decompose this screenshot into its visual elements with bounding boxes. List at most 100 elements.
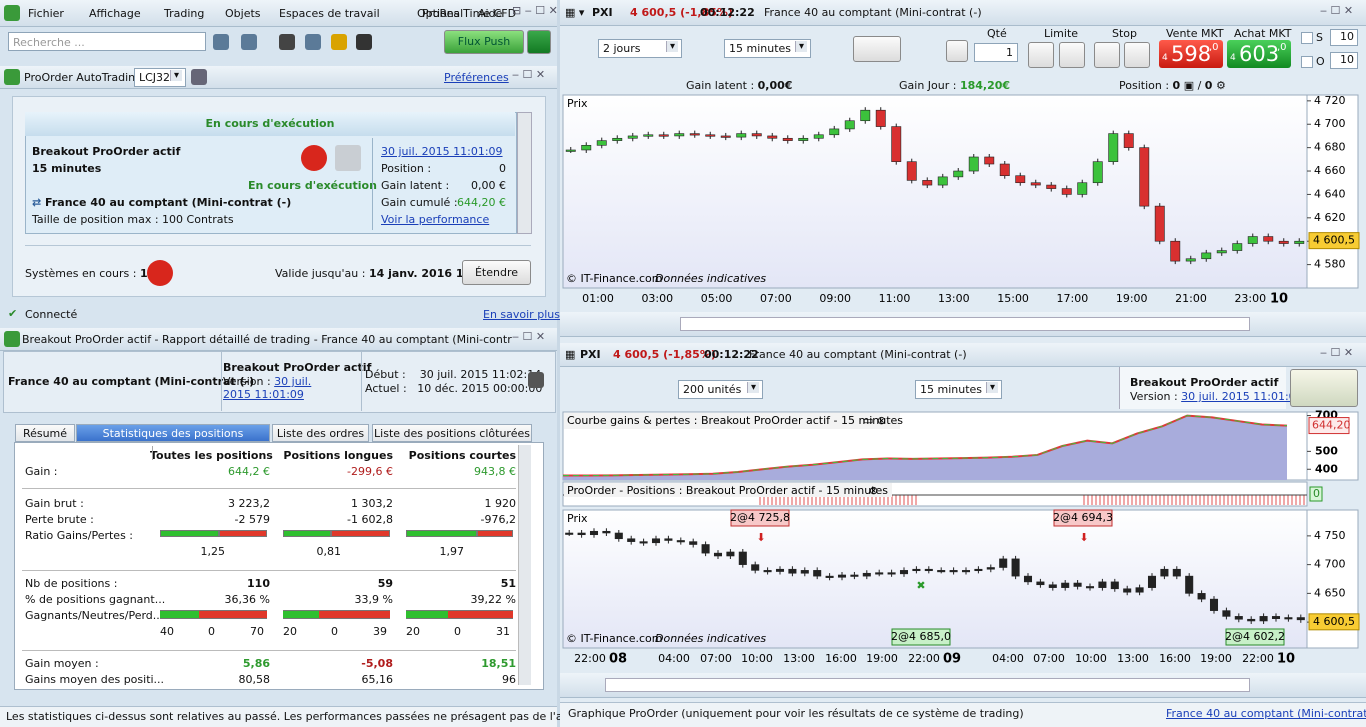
tool-icon[interactable] [331,34,347,50]
menu-item[interactable]: Aide [478,7,503,20]
search-box[interactable]: Recherche ... [8,32,206,51]
column-header: Positions longues [283,449,393,462]
panel-title: ProOrder AutoTrading [24,71,143,84]
settings-icon[interactable] [191,69,207,85]
valid-until: Valide jusqu'au : 14 janv. 2016 17:00 [275,267,491,280]
tab[interactable]: Statistiques des positions clôturées [76,424,270,458]
footer-link[interactable]: France 40 au comptant (Mini-contrat (-) [1166,707,1366,720]
cell: 40 [160,625,174,638]
window-controls: ‒ ☐ ✕ [1320,4,1354,17]
cell: 51 [500,577,516,590]
ratio-bar-gain [160,530,220,537]
tab[interactable]: Liste des positions clôturées [372,424,532,442]
separator [22,650,516,651]
value: 0,00€ [757,79,793,92]
flux-icon[interactable] [527,30,551,54]
buy-label: Achat MKT [1234,27,1292,40]
price-main: 598 [1171,42,1212,66]
divider [361,351,362,411]
footer-bar [560,702,1366,727]
tab[interactable]: Liste des ordres [272,424,369,442]
table-scrollbar[interactable] [518,445,531,685]
tool-icon[interactable] [356,34,372,50]
tool-icon[interactable] [213,34,229,50]
limit-sell[interactable] [1059,42,1085,68]
header-rule [152,446,153,460]
scroll-track[interactable] [680,317,1250,331]
stop-all-button[interactable] [147,260,173,286]
time: 00:12:22 [704,348,759,361]
chart-bottom-titlebar [560,343,1366,367]
checkbox[interactable] [1301,32,1313,44]
checkbox[interactable] [1301,56,1313,68]
wrench-button[interactable] [946,40,968,62]
performance-link[interactable]: Voir la performance [381,213,490,226]
preferences-link[interactable]: Préférences [444,71,509,84]
limit-buy[interactable] [1028,42,1054,68]
cell: 0 [208,625,215,638]
extend-button[interactable]: Étendre [462,260,531,285]
ratio-bar-loss [219,530,267,537]
menu-item[interactable]: Fichier [28,7,64,20]
menu-item[interactable]: Espaces de travail [279,7,380,20]
split-bar [160,610,199,619]
current: Actuel : 10 déc. 2015 00:00:00 [365,382,542,395]
divider [221,351,222,411]
tool-icon[interactable] [305,34,321,50]
cell: 80,58 [238,673,271,686]
cell: -1 602,8 [347,513,393,526]
scrollbar[interactable] [517,112,532,234]
cell: 20 [406,625,420,638]
detail-label: Gain latent : [381,179,450,192]
split-bar [198,610,267,619]
version-link[interactable]: 30 juil. 2015 11:01:09 [1181,390,1303,403]
scroll-track[interactable] [605,678,1250,692]
stop-sell[interactable] [1124,42,1150,68]
cell: 0 [331,625,338,638]
timeframe-select[interactable]: 15 minutes [724,39,811,58]
system-name: Breakout ProOrder actif [32,145,181,158]
tool-icon[interactable] [241,34,257,50]
version-link[interactable]: 30 juil. 2015 11:01:09 [223,375,312,401]
indicator-button[interactable] [853,36,901,62]
app-icon [4,5,20,21]
stop-button[interactable] [301,145,327,171]
tool-icon[interactable] [279,34,295,50]
cell: 70 [250,625,264,638]
value: 0 [1172,79,1181,92]
menu-item[interactable]: Options [417,7,460,20]
report-button[interactable] [1290,369,1358,407]
delete-button[interactable] [335,145,361,171]
report-system: Breakout ProOrder actif [223,361,372,374]
instrument: ⇄ France 40 au comptant (Mini-contrat (-… [32,196,292,209]
o-input[interactable]: 10 [1330,52,1358,69]
menu-item[interactable]: Objets [225,7,261,20]
s-input[interactable]: 10 [1330,29,1358,46]
tab[interactable]: Résumé [15,424,75,442]
total: 0 [1204,79,1213,92]
price-main: 603 [1239,42,1280,66]
instrument-text: France 40 au comptant (Mini-contrat (-) [45,196,292,209]
date-link[interactable]: 30 juil. 2015 11:01:09 [381,145,503,158]
separator [22,570,516,571]
cell: 31 [496,625,510,638]
sell-button[interactable]: 4 598,0 [1159,40,1223,68]
timeframe-select[interactable]: 15 minutes [915,380,1002,399]
cell: 65,16 [361,673,394,686]
label: Version : [223,375,271,388]
menu-item[interactable]: Trading [164,7,205,20]
buy-button[interactable]: 4 603,0 [1227,40,1291,68]
flux-push[interactable]: Flux Push [444,30,524,54]
qty-input[interactable]: 1 [974,43,1018,62]
value: 184,20€ [959,79,1011,92]
connected: Connecté [25,308,78,321]
print-icon[interactable] [528,372,544,388]
period-select[interactable]: 2 jours [598,39,682,58]
units-select[interactable]: 200 unités [678,380,763,399]
menu-item[interactable]: Affichage [89,7,141,20]
account-select[interactable]: LCJ32 [134,68,186,87]
ticker: PXI [592,6,613,19]
stop-buy[interactable] [1094,42,1120,68]
panel-icon [4,69,20,85]
learn-more-link[interactable]: En savoir plus [483,308,560,321]
